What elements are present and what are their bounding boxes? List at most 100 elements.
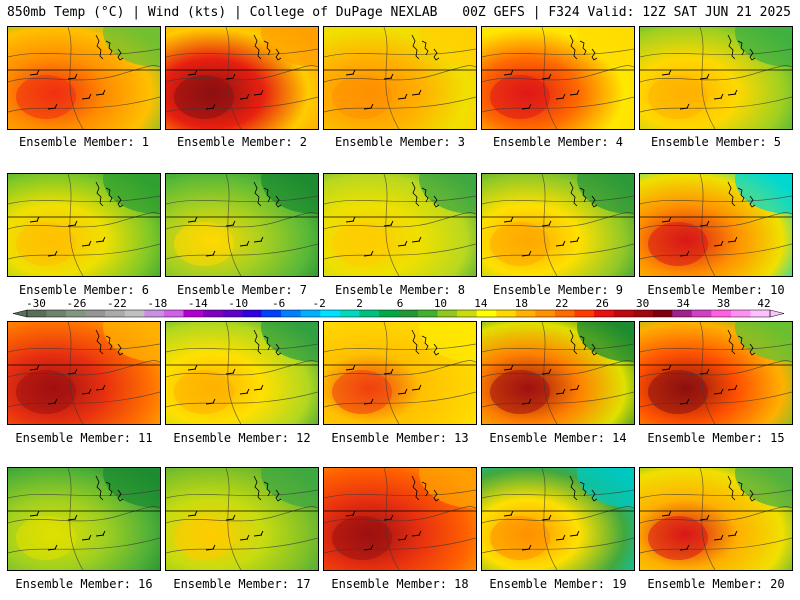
wind-barb [521, 544, 532, 551]
coastline [433, 343, 440, 356]
colorbar-tick-label: -30 [26, 298, 46, 310]
temperature-colorbar: -30 -26 -22 -18 -14 -10 -6 -2 2 6 10 14 18 22 26 30 34 38… [12, 298, 785, 318]
member-caption-6: Ensemble Member: 6 [18, 283, 150, 297]
member-caption-8: Ensemble Member: 8 [334, 283, 466, 297]
height-contour [640, 212, 792, 230]
ensemble-panel-14 [481, 321, 635, 425]
colorbar-tick-label: 2 [356, 298, 363, 310]
wind-barb [363, 544, 374, 551]
coastline [263, 40, 271, 56]
wind-barb [699, 368, 710, 375]
temperature-field-map [8, 27, 160, 129]
wind-barb [679, 250, 690, 257]
wind-barb [503, 216, 514, 223]
height-contour [482, 360, 634, 378]
colorbar-swatch [652, 310, 673, 317]
wind-barb [253, 384, 264, 391]
member-caption-5: Ensemble Member: 5 [650, 135, 782, 149]
height-contour [699, 322, 716, 424]
height-contour [324, 506, 476, 524]
ensemble-panel-8 [323, 173, 477, 277]
wind-barb [225, 514, 236, 521]
temperature-field-map [324, 27, 476, 129]
member-caption-16: Ensemble Member: 16 [15, 577, 153, 591]
height-contour [8, 360, 160, 378]
colorbar-swatch [281, 310, 302, 317]
coastline [727, 181, 736, 207]
member-caption-3: Ensemble Member: 3 [334, 135, 466, 149]
ensemble-panel-10 [639, 173, 793, 277]
height-contour [482, 65, 634, 83]
colorbar-tick-label: 14 [474, 298, 488, 310]
coastline [591, 195, 598, 208]
temperature-field-map [166, 174, 318, 276]
coastline [105, 481, 113, 497]
wind-barb [205, 398, 216, 405]
colorbar-tick-label: 26 [596, 298, 609, 310]
member-caption-9: Ensemble Member: 9 [492, 283, 624, 297]
colorbar-swatch [378, 310, 399, 317]
coastline [105, 335, 113, 351]
wind-barb [699, 514, 710, 521]
height-contour [166, 195, 318, 205]
wind-barb [383, 368, 394, 375]
wind-barb [253, 236, 264, 243]
wind-barb [727, 384, 738, 391]
ensemble-panel-13 [323, 321, 477, 425]
wind-barb [363, 398, 374, 405]
coastline [105, 187, 113, 203]
wind-barb [397, 93, 408, 100]
colorbar-swatch [320, 310, 341, 317]
ensemble-panel-6 [7, 173, 161, 277]
wind-barb [253, 530, 264, 537]
wind-barb [225, 73, 236, 80]
height-contour [482, 243, 634, 260]
colorbar-swatch [163, 310, 184, 317]
colorbar-tick-label: -14 [188, 298, 208, 310]
height-contour [482, 195, 634, 205]
coastline [569, 181, 578, 207]
colorbar-tick-label: 18 [515, 298, 528, 310]
temperature-field-map [482, 468, 634, 570]
member-caption-14: Ensemble Member: 14 [489, 431, 627, 445]
wind-barb [345, 510, 356, 517]
coastline [727, 475, 736, 501]
coastline [569, 475, 578, 501]
colorbar-tick-label: -6 [272, 298, 285, 310]
colorbar-tick-label: 38 [717, 298, 730, 310]
coastline [263, 187, 271, 203]
coastline [737, 40, 745, 56]
ensemble-panel-7 [165, 173, 319, 277]
member-caption-20: Ensemble Member: 20 [647, 577, 785, 591]
wind-barb [569, 530, 580, 537]
temperature-field-map [482, 174, 634, 276]
temperature-field-map [8, 174, 160, 276]
ensemble-panel-2 [165, 26, 319, 130]
wind-barb [345, 364, 356, 371]
coastline [275, 195, 282, 208]
height-contour [640, 195, 792, 205]
colorbar-swatch [691, 310, 712, 317]
height-contour [482, 343, 634, 353]
wind-barb [205, 544, 216, 551]
wind-barb [95, 384, 106, 391]
height-contour [324, 195, 476, 205]
coastline [749, 343, 756, 356]
coastline [579, 40, 587, 56]
colorbar-tick-label: 6 [397, 298, 404, 310]
wind-barb [411, 236, 422, 243]
map-title: 850mb Temp (°C) | Wind (kts) | College o… [7, 5, 438, 20]
colorbar-swatch [418, 310, 438, 317]
coastline [95, 329, 104, 355]
wind-barb [727, 236, 738, 243]
height-contour [225, 27, 242, 129]
height-contour [67, 322, 84, 424]
height-contour [8, 212, 160, 230]
coastline [421, 335, 429, 351]
colorbar-arrow-left [12, 309, 28, 318]
wind-barb [713, 534, 724, 541]
height-contour [482, 212, 634, 230]
colorbar-tick-label: -2 [312, 298, 325, 310]
wind-barb [363, 103, 374, 110]
height-contour [324, 391, 476, 408]
